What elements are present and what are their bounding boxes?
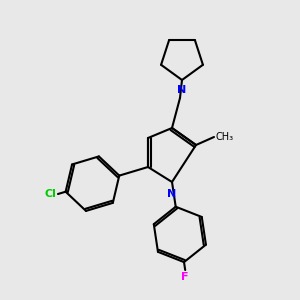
Text: N: N bbox=[167, 189, 177, 199]
Text: F: F bbox=[182, 272, 189, 282]
Text: N: N bbox=[177, 85, 187, 95]
Text: Cl: Cl bbox=[44, 189, 56, 199]
Text: CH₃: CH₃ bbox=[215, 132, 233, 142]
